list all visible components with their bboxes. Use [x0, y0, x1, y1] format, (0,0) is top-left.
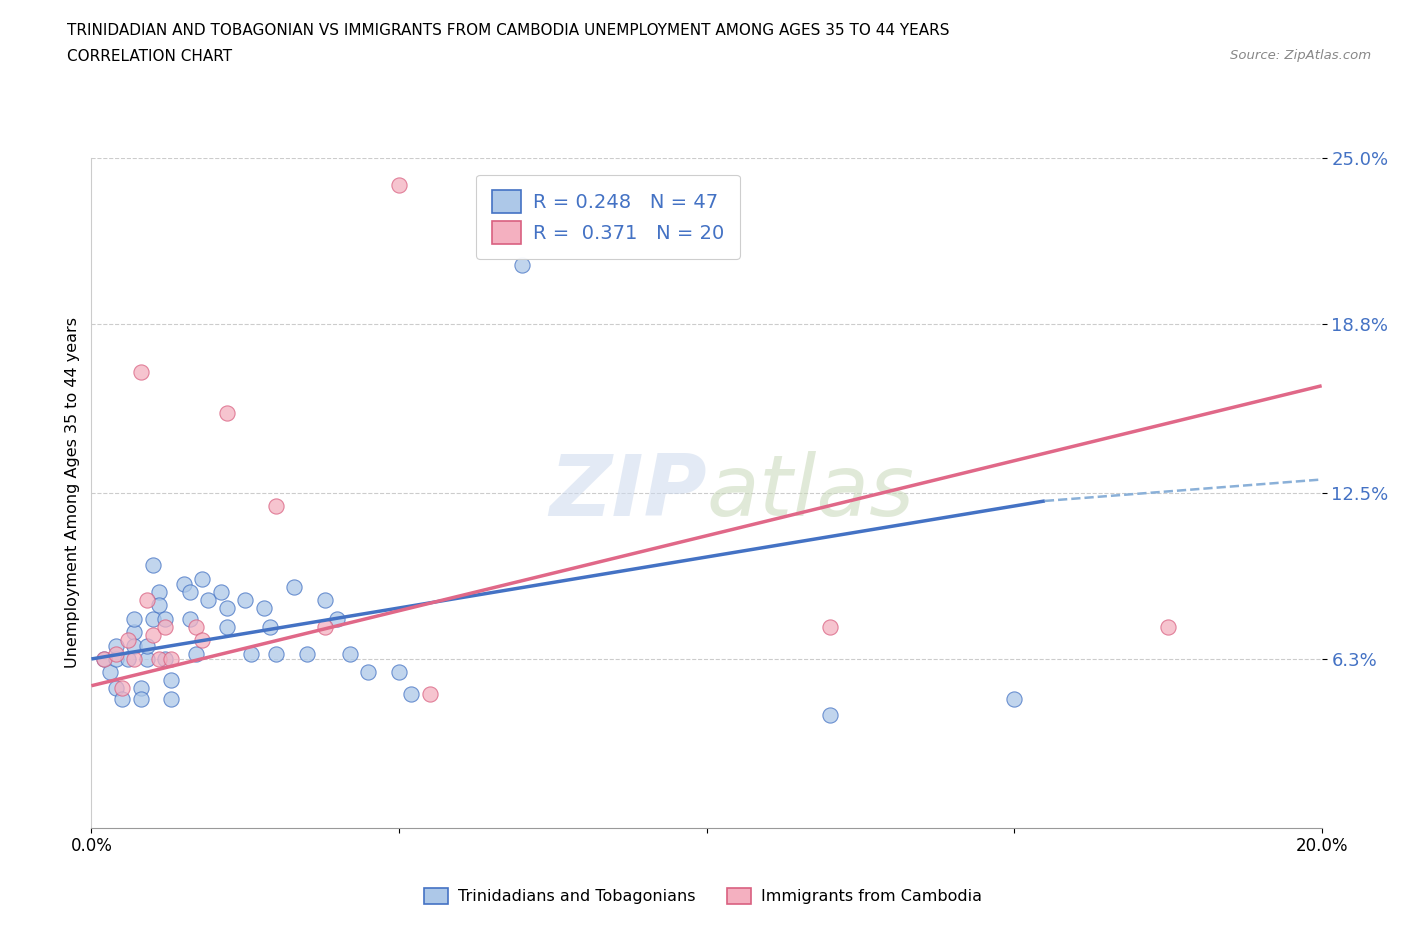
Point [253, 601, 276, 616]
Point [179, 611, 201, 626]
Point [240, 646, 263, 661]
Point [105, 646, 127, 661]
Point [129, 692, 152, 707]
Point [1157, 619, 1180, 634]
Point [111, 681, 134, 696]
Point [1002, 692, 1025, 707]
Point [105, 652, 127, 667]
Text: atlas: atlas [706, 451, 914, 535]
Point [184, 619, 207, 634]
Point [314, 592, 336, 607]
Point [142, 611, 165, 626]
Point [160, 652, 183, 667]
Point [357, 665, 380, 680]
Point [129, 365, 152, 379]
Point [399, 686, 422, 701]
Point [117, 632, 139, 647]
Point [388, 178, 411, 193]
Point [339, 646, 361, 661]
Point [160, 673, 183, 688]
Point [259, 619, 281, 634]
Point [153, 652, 177, 667]
Point [818, 708, 841, 723]
Point [173, 577, 195, 591]
Point [124, 638, 146, 653]
Point [326, 611, 349, 626]
Point [111, 692, 134, 707]
Point [160, 692, 183, 707]
Point [215, 601, 238, 616]
Point [98, 665, 121, 680]
Point [124, 652, 146, 667]
Point [215, 619, 238, 634]
Legend: R = 0.248   N = 47, R =  0.371   N = 20: R = 0.248 N = 47, R = 0.371 N = 20 [477, 175, 740, 259]
Point [264, 646, 287, 661]
Point [148, 598, 170, 613]
Point [148, 585, 170, 600]
Point [818, 619, 841, 634]
Text: Source: ZipAtlas.com: Source: ZipAtlas.com [1230, 49, 1371, 62]
Point [153, 619, 177, 634]
Point [153, 611, 177, 626]
Legend: Trinidadians and Tobagonians, Immigrants from Cambodia: Trinidadians and Tobagonians, Immigrants… [418, 882, 988, 910]
Point [233, 592, 256, 607]
Point [209, 585, 232, 600]
Point [124, 611, 146, 626]
Point [419, 686, 441, 701]
Point [93, 652, 115, 667]
Point [124, 625, 146, 640]
Point [510, 258, 533, 272]
Point [264, 498, 287, 513]
Point [135, 652, 157, 667]
Y-axis label: Unemployment Among Ages 35 to 44 years: Unemployment Among Ages 35 to 44 years [65, 317, 80, 669]
Text: ZIP: ZIP [548, 451, 706, 535]
Point [93, 652, 115, 667]
Point [105, 638, 127, 653]
Point [105, 681, 127, 696]
Text: CORRELATION CHART: CORRELATION CHART [67, 49, 232, 64]
Point [142, 558, 165, 573]
Point [135, 592, 157, 607]
Point [129, 681, 152, 696]
Point [197, 592, 219, 607]
Point [179, 585, 201, 600]
Point [148, 652, 170, 667]
Point [215, 405, 238, 420]
Point [191, 632, 214, 647]
Point [295, 646, 318, 661]
Point [135, 638, 157, 653]
Text: TRINIDADIAN AND TOBAGONIAN VS IMMIGRANTS FROM CAMBODIA UNEMPLOYMENT AMONG AGES 3: TRINIDADIAN AND TOBAGONIAN VS IMMIGRANTS… [67, 23, 950, 38]
Point [184, 646, 207, 661]
Point [117, 652, 139, 667]
Point [283, 579, 305, 594]
Point [142, 628, 165, 643]
Point [314, 619, 336, 634]
Point [191, 571, 214, 586]
Point [388, 665, 411, 680]
